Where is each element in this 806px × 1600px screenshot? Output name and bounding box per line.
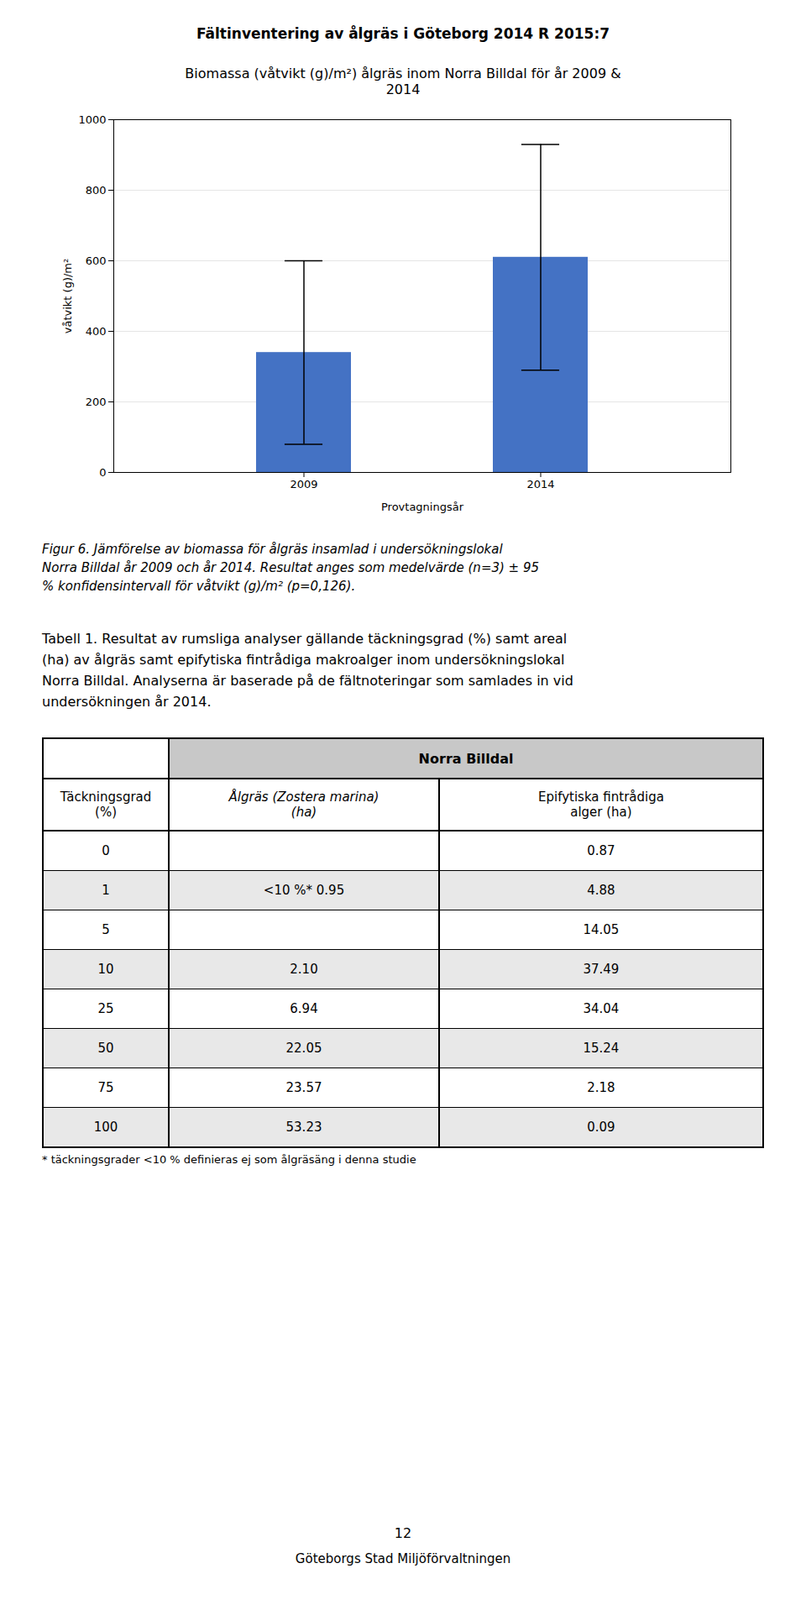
html-text:14.05: 14.05 [583,922,620,938]
html-text:53.23: 53.23 [285,1119,322,1135]
html-text:0.09: 0.09 [587,1119,616,1135]
html-text:* täckningsgrader <10 % defini: * täckningsgrader <10 % definieras ej so… [41,1153,417,1166]
html-text:2.10: 2.10 [289,961,318,977]
html-text:undersökningen år 2014.: undersökningen år 2014. [41,693,212,710]
svg-text:600: 600 [85,254,107,267]
svg-text:400: 400 [85,324,107,338]
html-text:6.94: 6.94 [289,1001,318,1017]
html-text:0.87: 0.87 [587,843,616,859]
svg-text:2014: 2014 [526,477,555,491]
html-text:12: 12 [394,1524,412,1541]
html-text:Täckningsgrad: Täckningsgrad [60,789,152,805]
html-text:34.04: 34.04 [583,1001,620,1017]
html-text:<10 %* 0.95: <10 %* 0.95 [263,882,345,898]
svg-text:våtvikt (g)/m²: våtvikt (g)/m² [61,258,74,334]
svg-text:800: 800 [85,183,107,197]
html-text:Göteborgs Stad Miljöförvaltnin: Göteborgs Stad Miljöförvaltningen [295,1550,511,1566]
svg-text:Provtagningsår: Provtagningsår [381,500,465,513]
html-text:4.88: 4.88 [587,882,616,898]
html-text:Fältinventering av ålgräs i Gö: Fältinventering av ålgräs i Göteborg 201… [196,25,610,42]
html-text:alger (ha): alger (ha) [570,804,632,820]
html-text:15.24: 15.24 [583,1040,620,1056]
html-text:Norra Billdal. Analyserna är b: Norra Billdal. Analyserna är baserade på… [41,672,574,689]
html-text:25: 25 [97,1001,114,1017]
html-text:22.05: 22.05 [285,1040,322,1056]
html-text:Tabell 1. Resultat av rumsliga: Tabell 1. Resultat av rumsliga analyser … [41,630,567,647]
html-text:% konfidensintervall för våtvi: % konfidensintervall för våtvikt (g)/m² … [41,578,356,594]
html-text:5: 5 [101,922,110,938]
html-text:(ha): (ha) [291,804,317,820]
svg-text:1000: 1000 [78,113,106,126]
html-text:10: 10 [97,961,114,977]
html-text:75: 75 [97,1080,114,1096]
html-text:50: 50 [97,1040,114,1056]
html-text:37.49: 37.49 [583,961,620,977]
html-text:100: 100 [93,1119,118,1135]
html-text:Epifytiska fintrådiga: Epifytiska fintrådiga [538,789,665,805]
html-text:Ålgräs (Zostera marina): Ålgräs (Zostera marina) [228,789,380,805]
html-text:0: 0 [101,843,110,859]
html-text:23.57: 23.57 [285,1080,322,1096]
svg-text:200: 200 [85,395,107,409]
html-text:Figur 6. Jämförelse av biomass: Figur 6. Jämförelse av biomassa för ålgr… [41,541,503,557]
html-text:2.18: 2.18 [587,1080,616,1096]
svg-text:2009: 2009 [289,477,318,491]
html-text:Biomassa (våtvikt (g)/m²) ålgr: Biomassa (våtvikt (g)/m²) ålgräs inom No… [185,65,621,98]
svg-text:0: 0 [99,465,106,479]
html-text:Norra Billdal: Norra Billdal [418,750,514,767]
html-text:Norra Billdal år 2009 och år 2: Norra Billdal år 2009 och år 2014. Resul… [41,559,540,575]
html-text:1: 1 [101,882,110,898]
html-text:(ha) av ålgräs samt epifytiska: (ha) av ålgräs samt epifytiska fintrådig… [41,651,565,668]
